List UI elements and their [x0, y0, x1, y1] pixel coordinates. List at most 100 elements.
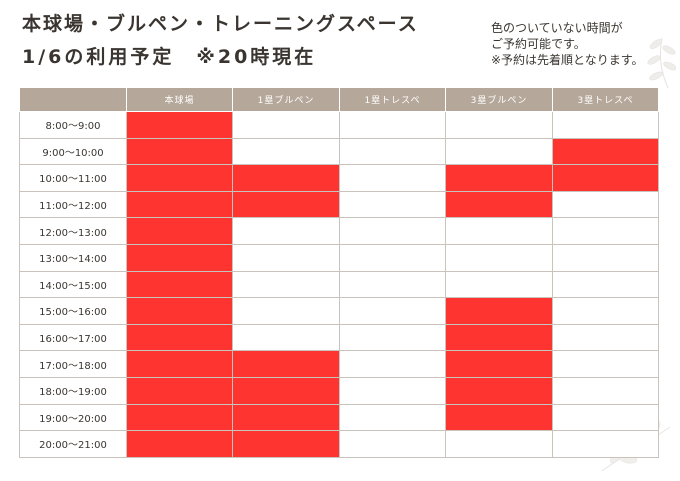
slot-cell-1b-training-available: [339, 111, 446, 139]
time-slot-label: 15:00～16:00: [19, 297, 127, 325]
slot-cell-main-field-booked: [126, 323, 233, 352]
table-row: 10:00～11:00: [19, 164, 659, 192]
slot-cell-3b-bullpen-booked: [445, 297, 553, 325]
column-header-3b-training: 3塁トレスペ: [552, 87, 659, 112]
slot-cell-3b-bullpen-booked: [445, 350, 553, 378]
slot-cell-1b-bullpen-booked: [232, 164, 340, 192]
slot-cell-3b-bullpen-booked: [445, 190, 553, 219]
slot-cell-3b-bullpen-booked: [445, 376, 553, 405]
slot-cell-1b-bullpen-booked: [232, 190, 340, 219]
slot-cell-3b-training-booked: [552, 164, 659, 192]
slot-cell-3b-training-available: [552, 111, 659, 139]
availability-note: 色のついていない時間が ご予約可能です。 ※予約は先着順となります。: [491, 20, 644, 68]
slot-cell-3b-training-available: [552, 350, 659, 378]
slot-cell-3b-training-available: [552, 243, 659, 272]
time-slot-label: 20:00～21:00: [19, 430, 127, 458]
table-row: 9:00～10:00: [19, 137, 659, 166]
slot-cell-main-field-booked: [126, 270, 233, 299]
slot-cell-1b-bullpen-booked: [232, 403, 340, 432]
slot-cell-main-field-booked: [126, 164, 233, 192]
slot-cell-1b-bullpen-booked: [232, 350, 340, 378]
time-slot-label: 12:00～13:00: [19, 217, 127, 245]
slot-cell-1b-training-available: [339, 403, 446, 432]
slot-cell-main-field-booked: [126, 190, 233, 219]
slot-cell-3b-bullpen-available: [445, 217, 553, 245]
time-slot-label: 16:00～17:00: [19, 323, 127, 352]
slot-cell-3b-training-available: [552, 270, 659, 299]
table-row: 15:00～16:00: [19, 297, 659, 325]
time-slot-label: 8:00～9:00: [19, 111, 127, 139]
slot-cell-1b-bullpen-available: [232, 217, 340, 245]
slot-cell-3b-bullpen-booked: [445, 164, 553, 192]
table-row: 19:00～20:00: [19, 403, 659, 432]
column-header-1b-bullpen: 1塁ブルペン: [232, 87, 340, 112]
slot-cell-3b-training-available: [552, 376, 659, 405]
slot-cell-1b-training-available: [339, 190, 446, 219]
slot-cell-main-field-booked: [126, 111, 233, 139]
page-subtitle: 1/6の利用予定 ※20時現在: [22, 46, 317, 68]
slot-cell-main-field-booked: [126, 217, 233, 245]
slot-cell-main-field-booked: [126, 376, 233, 405]
slot-cell-1b-training-available: [339, 350, 446, 378]
slot-cell-3b-training-available: [552, 190, 659, 219]
table-row: 14:00～15:00: [19, 270, 659, 299]
table-row: 20:00～21:00: [19, 430, 659, 458]
schedule-table: 本球場 1塁ブルペン 1塁トレスペ 3塁ブルペン 3塁トレスペ 8:00～9:0…: [19, 87, 659, 458]
slot-cell-3b-bullpen-available: [445, 137, 553, 166]
slot-cell-main-field-booked: [126, 430, 233, 458]
note-line: ※予約は先着順となります。: [491, 53, 644, 67]
slot-cell-3b-training-available: [552, 403, 659, 432]
column-header-3b-bullpen: 3塁ブルペン: [445, 87, 553, 112]
slot-cell-3b-bullpen-available: [445, 243, 553, 272]
slot-cell-1b-training-available: [339, 297, 446, 325]
slot-cell-1b-training-available: [339, 217, 446, 245]
slot-cell-3b-bullpen-available: [445, 430, 553, 458]
slot-cell-main-field-booked: [126, 243, 233, 272]
slot-cell-3b-bullpen-booked: [445, 323, 553, 352]
column-header-time: [19, 87, 127, 112]
slot-cell-main-field-booked: [126, 297, 233, 325]
time-slot-label: 9:00～10:00: [19, 137, 127, 166]
slot-cell-1b-training-available: [339, 323, 446, 352]
column-header-1b-training: 1塁トレスペ: [339, 87, 446, 112]
table-row: 16:00～17:00: [19, 323, 659, 352]
column-header-main-field: 本球場: [126, 87, 233, 112]
slot-cell-1b-bullpen-available: [232, 111, 340, 139]
table-row: 17:00～18:00: [19, 350, 659, 378]
slot-cell-1b-bullpen-available: [232, 297, 340, 325]
slot-cell-1b-bullpen-available: [232, 323, 340, 352]
slot-cell-3b-bullpen-booked: [445, 403, 553, 432]
table-row: 13:00～14:00: [19, 243, 659, 272]
slot-cell-3b-training-available: [552, 323, 659, 352]
table-row: 11:00～12:00: [19, 190, 659, 219]
time-slot-label: 11:00～12:00: [19, 190, 127, 219]
slot-cell-3b-bullpen-available: [445, 270, 553, 299]
slot-cell-3b-training-available: [552, 217, 659, 245]
table-row: 18:00～19:00: [19, 376, 659, 405]
slot-cell-3b-bullpen-available: [445, 111, 553, 139]
time-slot-label: 13:00～14:00: [19, 243, 127, 272]
time-slot-label: 14:00～15:00: [19, 270, 127, 299]
page-title: 本球場・ブルペン・トレーニングスペース: [22, 13, 419, 35]
table-row: 8:00～9:00: [19, 111, 659, 139]
slot-cell-1b-bullpen-booked: [232, 376, 340, 405]
slot-cell-1b-training-available: [339, 137, 446, 166]
slot-cell-1b-bullpen-available: [232, 137, 340, 166]
time-slot-label: 10:00～11:00: [19, 164, 127, 192]
slot-cell-1b-training-available: [339, 430, 446, 458]
slot-cell-1b-training-available: [339, 243, 446, 272]
leaf-decoration-icon: [647, 37, 676, 89]
slot-cell-1b-bullpen-available: [232, 270, 340, 299]
table-row: 12:00～13:00: [19, 217, 659, 245]
note-line: 色のついていない時間が: [491, 21, 623, 35]
table-header-row: 本球場 1塁ブルペン 1塁トレスペ 3塁ブルペン 3塁トレスペ: [19, 87, 659, 112]
time-slot-label: 18:00～19:00: [19, 376, 127, 405]
slot-cell-1b-training-available: [339, 164, 446, 192]
time-slot-label: 19:00～20:00: [19, 403, 127, 432]
time-slot-label: 17:00～18:00: [19, 350, 127, 378]
slot-cell-3b-training-available: [552, 430, 659, 458]
slot-cell-1b-training-available: [339, 270, 446, 299]
slot-cell-main-field-booked: [126, 403, 233, 432]
note-line: ご予約可能です。: [491, 37, 586, 51]
slot-cell-1b-training-available: [339, 376, 446, 405]
